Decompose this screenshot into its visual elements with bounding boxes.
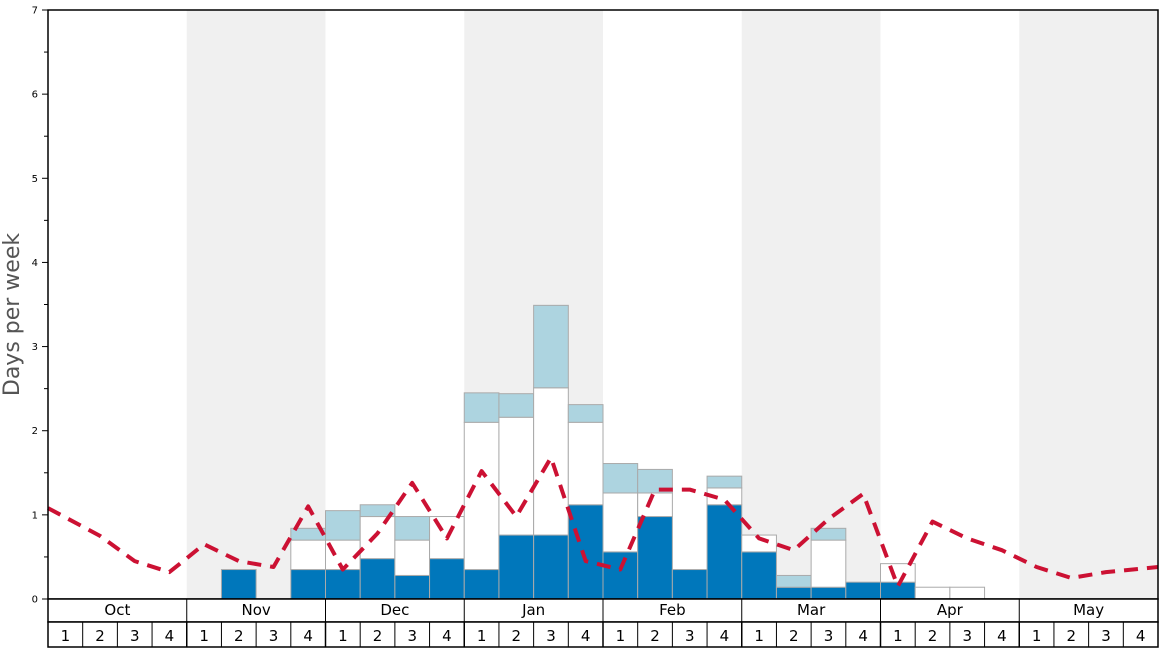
week-label: 4: [303, 627, 313, 645]
bar-segment-middle: [394, 539, 431, 576]
y-tick-label: 4: [32, 258, 38, 269]
bar-segment-bottom: [290, 569, 326, 600]
month-label: Jan: [521, 601, 545, 619]
y-tick-label: 3: [32, 342, 38, 353]
week-label: 3: [962, 627, 972, 645]
bar-segment-top: [325, 510, 361, 541]
week-label: 4: [442, 627, 452, 645]
week-label: 2: [234, 627, 244, 645]
bar-segment-top: [394, 516, 431, 541]
week-label: 2: [95, 627, 105, 645]
month-band: [741, 10, 881, 599]
bar-segment-top: [498, 393, 535, 418]
week-label: 1: [616, 627, 626, 645]
bar-segment-bottom: [775, 586, 812, 600]
bar-segment-top: [533, 304, 569, 389]
bar-segment-middle: [880, 563, 916, 583]
month-label: Feb: [659, 601, 686, 619]
week-label: 2: [512, 627, 522, 645]
week-label: 4: [1136, 627, 1146, 645]
bar-segment-bottom: [325, 569, 361, 600]
week-label: 2: [789, 627, 799, 645]
bar-segment-bottom: [671, 569, 708, 600]
bar-segment-bottom: [706, 504, 743, 600]
bar-segment-bottom: [602, 551, 639, 600]
bar-segment-top: [359, 504, 396, 518]
bar-segment-top: [602, 463, 639, 494]
bar-segment-middle: [498, 416, 535, 536]
bar-segment-bottom: [498, 534, 535, 600]
week-label: 1: [61, 627, 71, 645]
y-axis-label: Days per week: [0, 233, 25, 396]
y-tick-label: 0: [32, 595, 38, 606]
bar-segment-top: [706, 475, 743, 489]
month-band: [186, 10, 326, 599]
month-label: Nov: [241, 601, 270, 619]
bar-segment-bottom: [741, 551, 777, 600]
bar-segment-top: [775, 574, 812, 588]
bar-segment-top: [567, 404, 604, 423]
week-label: 2: [928, 627, 938, 645]
trend-line: [47, 455, 1159, 589]
week-label: 4: [720, 627, 730, 645]
bar-segment-bottom: [810, 586, 847, 600]
week-label: 3: [130, 627, 140, 645]
week-label: 3: [1101, 627, 1111, 645]
y-tick-label: 6: [32, 90, 38, 101]
bar-segment-middle: [567, 421, 604, 506]
week-label: 4: [858, 627, 868, 645]
bar-segment-bottom: [429, 558, 465, 600]
week-label: 3: [546, 627, 556, 645]
month-label: Mar: [797, 601, 826, 619]
week-label: 3: [407, 627, 417, 645]
month-label: Apr: [937, 601, 964, 619]
bar-segment-bottom: [359, 558, 396, 600]
week-label: 4: [165, 627, 175, 645]
week-label: 1: [477, 627, 487, 645]
month-label: Oct: [104, 601, 130, 619]
y-tick-label: 2: [32, 426, 38, 437]
week-label: 1: [1032, 627, 1042, 645]
week-label: 4: [581, 627, 591, 645]
week-label: 3: [269, 627, 279, 645]
bar-segment-top: [810, 527, 847, 541]
month-label: May: [1073, 601, 1104, 619]
week-label: 3: [685, 627, 695, 645]
bar-segment-middle: [949, 586, 986, 600]
week-label: 2: [373, 627, 383, 645]
week-label: 1: [338, 627, 348, 645]
y-tick-label: 1: [32, 510, 38, 521]
bar-segment-top: [463, 392, 500, 423]
week-label: 1: [893, 627, 903, 645]
y-tick-label: 7: [32, 6, 38, 17]
week-label: 3: [824, 627, 834, 645]
bar-segment-bottom: [567, 504, 604, 600]
y-tick-label: 5: [32, 174, 38, 185]
bar-segment-bottom: [533, 534, 569, 600]
bar-segment-bottom: [394, 574, 431, 600]
bar-segment-middle: [810, 539, 847, 588]
week-label: 1: [754, 627, 764, 645]
bar-segment-middle: [359, 516, 396, 560]
week-label: 2: [1067, 627, 1077, 645]
bar-segment-middle: [637, 492, 673, 518]
bar-segment-top: [637, 468, 673, 494]
month-label: Dec: [380, 601, 409, 619]
week-label: 1: [199, 627, 209, 645]
week-label: 4: [997, 627, 1007, 645]
bar-segment-bottom: [463, 569, 500, 600]
bar-segment-bottom: [845, 581, 881, 600]
bar-segment-middle: [914, 586, 951, 600]
week-label: 2: [650, 627, 660, 645]
bar-segment-bottom: [220, 569, 257, 600]
bar-segment-middle: [290, 539, 326, 571]
month-band: [1019, 10, 1158, 599]
bar-segment-bottom: [637, 516, 673, 600]
